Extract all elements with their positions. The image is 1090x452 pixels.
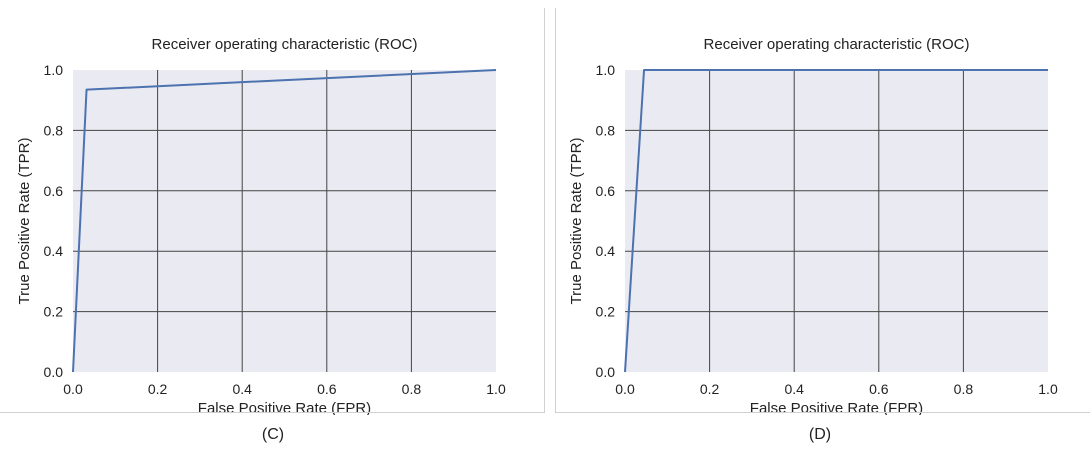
x-tick-label: 0.6 [869, 381, 889, 397]
y-tick-label: 0.4 [596, 243, 616, 259]
y-tick-label: 0.0 [44, 364, 64, 380]
plot-area [73, 70, 496, 372]
plot-area [625, 70, 1048, 372]
roc-curve-line [72, 69, 497, 373]
x-tick-label: 0.4 [232, 381, 252, 397]
y-tick-label: 1.0 [44, 62, 64, 78]
y-axis-label: True Positive Rate (TPR) [568, 138, 585, 305]
panel-right-border [544, 8, 545, 413]
y-tick-label: 1.0 [596, 62, 616, 78]
subfigure-caption: (D) [808, 426, 832, 443]
y-tick-label: 0.6 [44, 183, 64, 199]
roc-curve-line [624, 69, 1048, 373]
x-tick-label: 0.4 [784, 381, 804, 397]
x-tick-label: 0.0 [63, 381, 83, 397]
chart-title: Receiver operating characteristic (ROC) [152, 36, 418, 53]
y-axis-label: True Positive Rate (TPR) [16, 138, 33, 305]
x-tick-label: 1.0 [1038, 381, 1058, 397]
panel-bottom-border [555, 412, 1090, 413]
y-tick-label: 0.8 [596, 122, 616, 138]
x-tick-label: 1.0 [486, 381, 506, 397]
y-tick-label: 0.2 [596, 304, 616, 320]
y-tick-label: 0.2 [44, 304, 64, 320]
subfigure-caption: (C) [261, 426, 285, 443]
roc-chart-c: 0.0 0.2 0.4 0.6 0.8 1.0 0.0 0.2 0.4 0.6 0.8 1.0 Rece… [16, 36, 506, 417]
y-tick-label: 0.0 [596, 364, 616, 380]
y-tick-label: 0.6 [596, 183, 616, 199]
roc-chart-d: 0.0 0.2 0.4 0.6 0.8 1.0 0.0 0.2 0.4 0.6 0.8 1.0 Rece… [568, 36, 1058, 417]
x-tick-label: 0.2 [700, 381, 720, 397]
x-tick-label: 0.0 [615, 381, 635, 397]
x-tick-label: 0.2 [148, 381, 168, 397]
chart-title: Receiver operating characteristic (ROC) [704, 36, 970, 53]
chart-panel-c: 0.0 0.2 0.4 0.6 0.8 1.0 0.0 0.2 0.4 0.6 0.8 1.0 Rece… [0, 8, 545, 443]
x-tick-label: 0.8 [402, 381, 422, 397]
panel-bottom-border [0, 412, 545, 413]
panel-left-border [555, 8, 556, 413]
y-tick-label: 0.4 [44, 243, 64, 259]
chart-panel-d: 0.0 0.2 0.4 0.6 0.8 1.0 0.0 0.2 0.4 0.6 0.8 1.0 Rece… [545, 0, 1090, 452]
y-tick-label: 0.8 [44, 122, 64, 138]
x-tick-label: 0.8 [954, 381, 974, 397]
x-tick-label: 0.6 [317, 381, 337, 397]
